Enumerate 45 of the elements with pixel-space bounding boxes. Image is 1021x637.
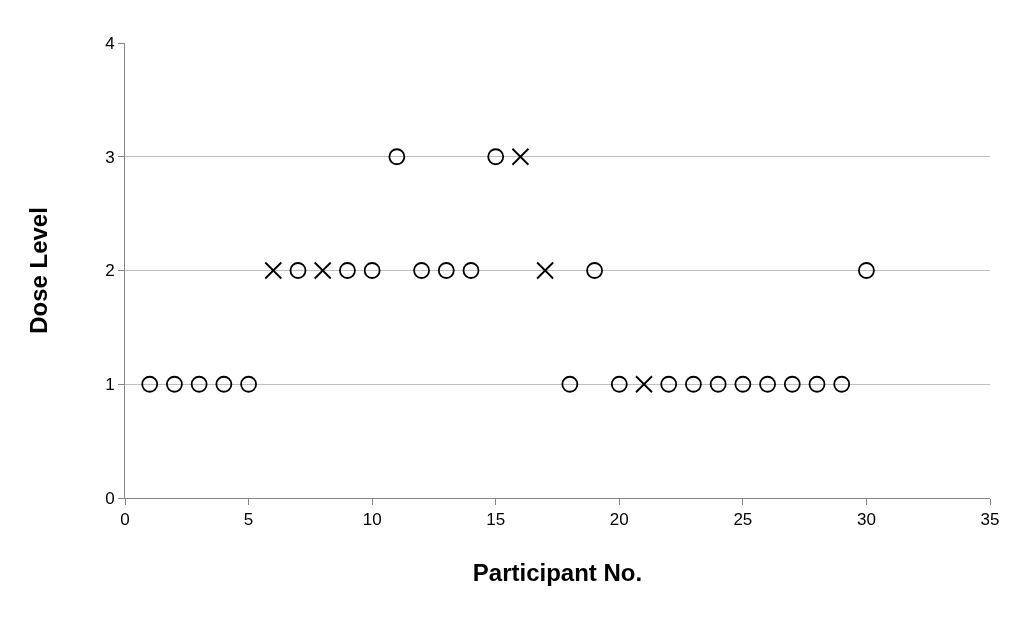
point [313, 261, 332, 280]
point [190, 375, 208, 393]
point [363, 262, 381, 279]
x-tick-label: 20 [609, 510, 629, 530]
x-tick-label: 15 [486, 510, 506, 530]
x-tick-label: 35 [980, 510, 1000, 530]
point [808, 375, 826, 393]
point [264, 261, 283, 280]
point [660, 375, 678, 393]
point [858, 262, 875, 279]
y-tick-label: 1 [105, 375, 115, 395]
point [487, 148, 505, 166]
point [166, 375, 183, 393]
point [536, 261, 555, 280]
point [437, 262, 455, 279]
x-tick-label: 5 [243, 510, 254, 530]
point [289, 262, 307, 279]
y-axis-title: Dose Level [25, 207, 53, 334]
point [141, 375, 159, 393]
point [783, 375, 801, 393]
x-axis-title: Participant No. [472, 558, 643, 586]
point [462, 262, 480, 279]
x-tick-label: 0 [120, 510, 130, 530]
point [561, 375, 579, 393]
point [413, 262, 430, 279]
point [709, 375, 727, 393]
point [215, 375, 233, 393]
point [240, 375, 257, 393]
y-tick-label: 4 [105, 33, 115, 53]
point [586, 262, 603, 279]
point [511, 147, 530, 166]
y-tick-label: 0 [105, 488, 115, 508]
x-tick-label: 10 [362, 510, 382, 530]
y-tick-label: 3 [105, 147, 115, 167]
point [833, 375, 851, 393]
point [759, 375, 776, 393]
point [388, 148, 406, 166]
x-tick-label: 30 [856, 510, 876, 530]
point [685, 375, 702, 393]
y-tick-label: 2 [105, 261, 115, 281]
point [734, 375, 752, 393]
point [610, 375, 628, 393]
point [635, 375, 653, 394]
point [339, 262, 356, 279]
x-tick-label: 25 [733, 510, 753, 530]
